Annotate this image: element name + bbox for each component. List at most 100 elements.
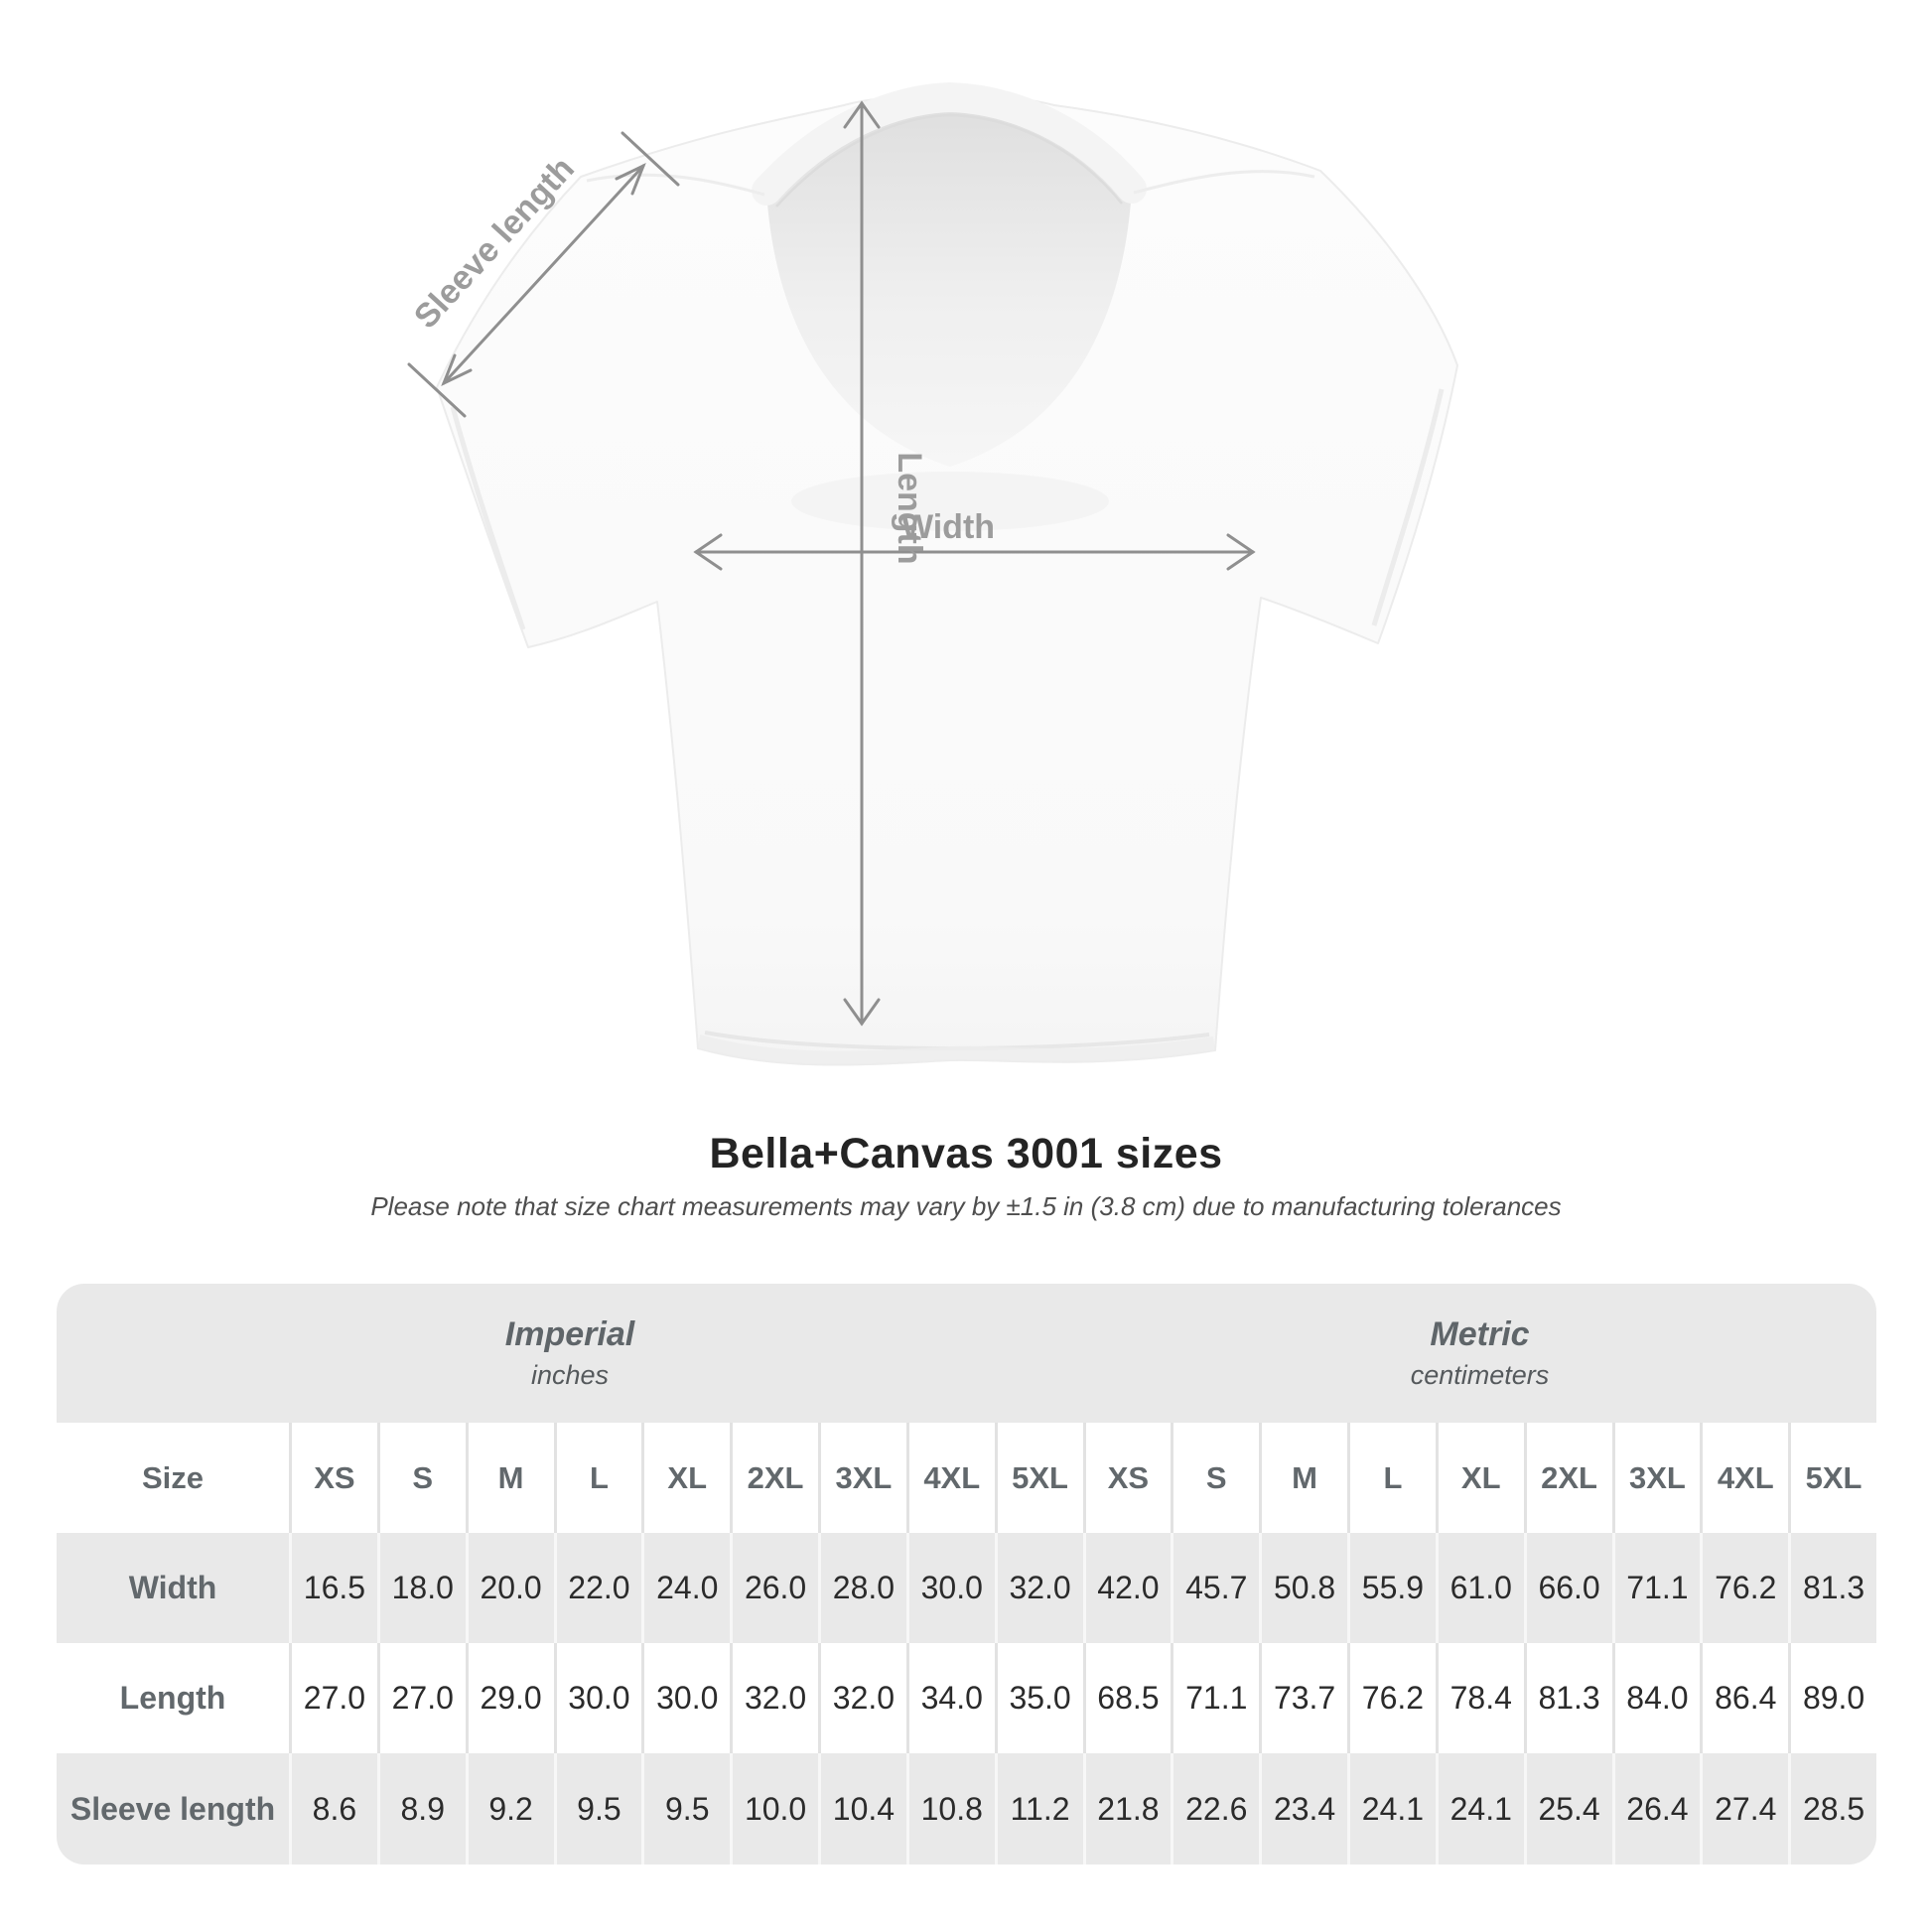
table-cell: 10.0: [730, 1753, 818, 1864]
unit-band: Imperial inches Metric centimeters: [57, 1284, 1876, 1423]
table-cell: 66.0: [1523, 1533, 1612, 1643]
table-cell: 26.4: [1611, 1753, 1701, 1864]
table-cell: 78.4: [1435, 1643, 1524, 1753]
table-cell: 28.5: [1788, 1753, 1876, 1864]
table-cell: 81.3: [1788, 1533, 1876, 1643]
metric-label: Metric: [1430, 1315, 1530, 1353]
table-cell: 73.7: [1259, 1643, 1347, 1753]
table-cell: 21.8: [1082, 1753, 1172, 1864]
table-cell: 30.0: [905, 1533, 995, 1643]
table-cell: 24.0: [641, 1533, 731, 1643]
imperial-units: inches: [530, 1360, 610, 1390]
table-cell: 29.0: [465, 1643, 554, 1753]
table-cell: 27.4: [1700, 1753, 1789, 1864]
table-cell: 45.7: [1171, 1533, 1260, 1643]
table-cell: 76.2: [1347, 1643, 1436, 1753]
table-cell: 9.2: [465, 1753, 554, 1864]
table-cell: 32.0: [818, 1643, 906, 1753]
table-cell: 42.0: [1082, 1533, 1172, 1643]
table-cell: 9.5: [553, 1753, 642, 1864]
table-cell: 10.8: [905, 1753, 995, 1864]
table-cell: 55.9: [1347, 1533, 1436, 1643]
table-cell: 24.1: [1435, 1753, 1524, 1864]
table-cell: 81.3: [1523, 1643, 1612, 1753]
unit-group-metric: Metric centimeters: [1083, 1284, 1876, 1423]
table-cell: 26.0: [730, 1533, 818, 1643]
column-header-imperial-xl: XL: [641, 1423, 731, 1533]
table-cell: 20.0: [465, 1533, 554, 1643]
table-cell: 11.2: [994, 1753, 1083, 1864]
table-cell: 34.0: [905, 1643, 995, 1753]
size-table: Imperial inches Metric centimeters Size X…: [57, 1284, 1876, 1864]
tshirt-diagram: Sleeve length Length Width: [407, 81, 1458, 1066]
page-subtitle: Please note that size chart measurements…: [370, 1191, 1562, 1221]
table-cell: 22.6: [1171, 1753, 1260, 1864]
table-cell: 27.0: [289, 1643, 377, 1753]
size-column-header: Size: [57, 1423, 289, 1533]
column-header-metric-4xl: 4XL: [1700, 1423, 1789, 1533]
table-cell: 61.0: [1435, 1533, 1524, 1643]
table-cell: 27.0: [376, 1643, 466, 1753]
column-header-metric-m: M: [1259, 1423, 1347, 1533]
tshirt-body: [436, 93, 1458, 1066]
table-cell: 18.0: [376, 1533, 466, 1643]
shoulder-seam-left: [586, 173, 765, 197]
imperial-label: Imperial: [504, 1315, 635, 1353]
width-arrow: [693, 533, 1256, 571]
collar-band: [752, 81, 1147, 206]
length-arrow: [843, 100, 881, 1027]
table-cell: 23.4: [1259, 1753, 1347, 1864]
unit-group-imperial: Imperial inches: [57, 1284, 1083, 1423]
table-cell: 71.1: [1611, 1533, 1701, 1643]
table-cell: 16.5: [289, 1533, 377, 1643]
collar-seam: [775, 113, 1123, 207]
table-cell: 50.8: [1259, 1533, 1347, 1643]
column-header-imperial-l: L: [553, 1423, 642, 1533]
table-cell: 32.0: [994, 1533, 1083, 1643]
table-cell: 68.5: [1082, 1643, 1172, 1753]
table-cell: 24.1: [1347, 1753, 1436, 1864]
table-cell: 28.0: [818, 1533, 906, 1643]
table-cell: 9.5: [641, 1753, 731, 1864]
table-cell: 71.1: [1171, 1643, 1260, 1753]
size-table-grid: Size XS S M L XL 2XL 3XL 4XL 5XL XS S M L XL 2XL 3XL 4XL 5…: [57, 1423, 1876, 1864]
column-header-metric-l: L: [1347, 1423, 1436, 1533]
column-header-imperial-5xl: 5XL: [994, 1423, 1083, 1533]
column-header-imperial-s: S: [376, 1423, 466, 1533]
column-header-metric-2xl: 2XL: [1523, 1423, 1612, 1533]
column-header-metric-5xl: 5XL: [1788, 1423, 1876, 1533]
table-cell: 86.4: [1700, 1643, 1789, 1753]
length-label: Length: [891, 452, 928, 564]
metric-units: centimeters: [1410, 1360, 1550, 1390]
column-header-imperial-4xl: 4XL: [905, 1423, 995, 1533]
width-label: Width: [901, 508, 995, 546]
column-header-imperial-xs: XS: [289, 1423, 377, 1533]
shoulder-seam-right: [1133, 170, 1315, 195]
column-header-metric-xl: XL: [1435, 1423, 1524, 1533]
table-cell: 35.0: [994, 1643, 1083, 1753]
row-label: Width: [57, 1533, 289, 1643]
column-header-imperial-3xl: 3XL: [818, 1423, 906, 1533]
table-cell: 25.4: [1523, 1753, 1612, 1864]
chest-shadow: [791, 472, 1109, 531]
column-header-imperial-2xl: 2XL: [730, 1423, 818, 1533]
table-cell: 32.0: [730, 1643, 818, 1753]
column-header-metric-s: S: [1171, 1423, 1260, 1533]
row-label: Sleeve length: [57, 1753, 289, 1864]
table-cell: 8.6: [289, 1753, 377, 1864]
table-cell: 10.4: [818, 1753, 906, 1864]
table-cell: 76.2: [1700, 1533, 1789, 1643]
table-cell: 84.0: [1611, 1643, 1701, 1753]
table-cell: 8.9: [376, 1753, 466, 1864]
table-cell: 89.0: [1788, 1643, 1876, 1753]
row-label: Length: [57, 1643, 289, 1753]
page-title: Bella+Canvas 3001 sizes: [709, 1130, 1223, 1177]
column-header-metric-xs: XS: [1082, 1423, 1172, 1533]
column-header-metric-3xl: 3XL: [1611, 1423, 1701, 1533]
table-cell: 30.0: [553, 1643, 642, 1753]
cuff-fold-right: [1371, 388, 1445, 626]
cuff-fold-left: [450, 406, 526, 630]
column-header-imperial-m: M: [465, 1423, 554, 1533]
table-cell: 30.0: [641, 1643, 731, 1753]
